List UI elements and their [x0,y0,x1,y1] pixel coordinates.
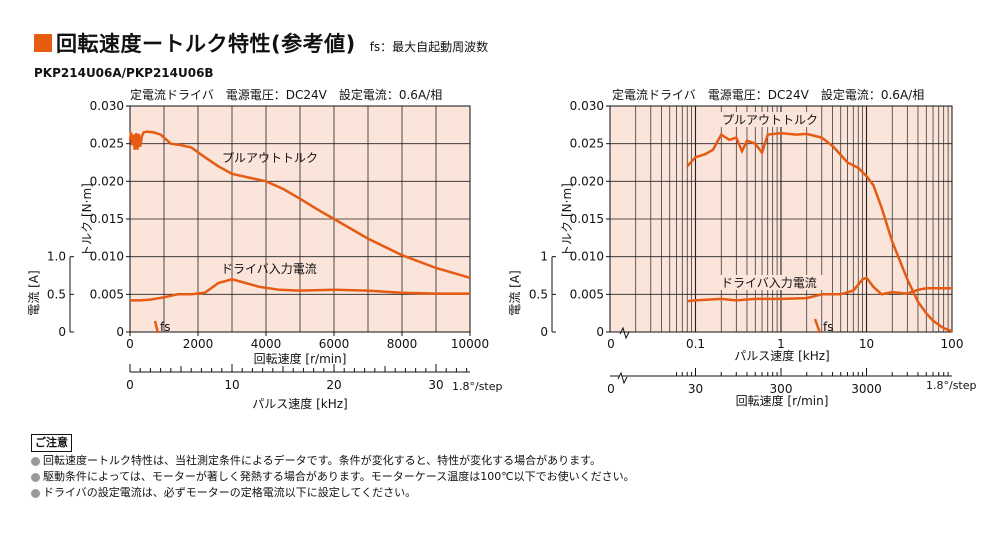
page-header: 回転速度ートルク特性(参考値) fs：最大自起動周波数 [34,28,488,58]
x-tick-label: 10000 [451,337,489,351]
series-label-current-right: ドライバ入力電流 [721,276,817,290]
y-tick-label: 0.020 [570,174,604,188]
x-axis-label-left: 回転速度 [r/min] [254,351,347,366]
page-title: 回転速度ートルク特性(参考値) [56,32,356,56]
notes-heading: ご注意 [31,434,72,452]
axis-break-icon [617,371,628,385]
x-tick-label: 8000 [387,337,418,351]
y-tick-label: 0.030 [570,99,604,113]
y2-tick-label: 0.5 [47,287,66,301]
note-item: 回転速度ートルク特性は、当社測定条件によるデータです。条件が変化すると、特性が変… [31,453,635,469]
y2-tick-label: 0.5 [529,287,548,301]
x2-tick-label: 10 [224,378,239,392]
y2-axis-label-right: 電流 [A] [508,270,522,315]
fs-label-left: fs [160,320,170,334]
fs-label-right: fs [823,320,833,334]
x2-unit-left: 1.8°/step [452,380,503,393]
x-axis-label-right: パルス速度 [kHz] [734,348,829,363]
x2-tick-label: 30 [428,378,443,392]
series-label-bg-torque-right [720,112,816,127]
y-tick-label: 0 [596,325,604,339]
series-label-bg-current-right [719,275,827,290]
bullet-icon [31,488,40,498]
series-pullout-torque-left [128,130,471,280]
ticks-left: 0 2000 4000 6000 8000 1000000.0050.0100.0150.… [47,99,489,392]
series-driver-current-left [130,278,470,302]
x2-tick-label: 0 [126,378,134,392]
x-tick-label: 100 [941,337,964,351]
chart-right: 0.1 1 10 100000.0050.0100.0150.0200.0250.03… [508,87,977,408]
y2-axis-label-left: 電流 [A] [27,270,41,315]
x2-tick-label: 0 [607,382,615,396]
x2-unit-right: 1.8°/step [926,379,977,392]
y-tick-label: 0.005 [90,287,124,301]
note-item: ドライバの設定電流は、必ずモーターの定格電流以下に設定してください。 [31,485,635,501]
notes-section: ご注意 回転速度ートルク特性は、当社測定条件によるデータです。条件が変化すると、… [31,434,635,501]
y-tick-label: 0.005 [570,287,604,301]
grid-right [610,106,952,332]
y-axis-label-left: トルク [N·m] [80,183,94,257]
y-tick-label: 0 [116,325,124,339]
x-tick-label: 2000 [183,337,214,351]
x-tick-label: 4000 [251,337,282,351]
x2-tick-label: 20 [326,378,341,392]
bullet-icon [31,456,40,466]
condition-right: 定電流ドライバ 電源電圧：DC24V 設定電流：0.6A/相 [612,87,924,102]
y-tick-label: 0.030 [90,99,124,113]
model-number: PKP214U06A/PKP214U06B [34,66,214,80]
x-tick-label: 6000 [319,337,350,351]
series-label-torque-left: プルアウトトルク [222,151,318,165]
x-tick-label: 1 [777,337,785,351]
axis-break-icon [619,326,630,340]
y2-tick-label: 1 [540,250,548,264]
y-tick-label: 0.025 [90,137,124,151]
fs-marker-right [813,318,822,334]
x2-tick-label: 300 [770,382,793,396]
y2-tick-label: 0 [58,325,66,339]
x-tick-label: 0 [126,337,134,351]
x-tick-label: 0.1 [686,337,705,351]
x2-tick-label: 30 [688,382,703,396]
x-tick-label: 10 [859,337,874,351]
ticks-right: 0.1 1 10 100000.0050.0100.0150.0200.0250.03… [529,99,964,396]
y-tick-label: 0.010 [90,250,124,264]
y-axis-label-right: トルク [N·m] [560,183,574,257]
series-driver-current-right [687,276,952,303]
bullet-icon [31,472,40,482]
y-tick-label: 0.020 [90,174,124,188]
y2-tick-label: 1.0 [47,250,66,264]
x-tick-label: 0 [607,337,615,351]
series-label-current-left: ドライバ入力電流 [221,262,317,276]
fs-marker-left [153,320,160,334]
y-tick-label: 0.010 [570,250,604,264]
y-tick-label: 0.015 [90,212,124,226]
x2-axis-label-left: パルス速度 [kHz] [252,396,347,411]
accent-square-icon [34,34,52,52]
y-tick-label: 0.025 [570,137,604,151]
y-tick-label: 0.015 [570,212,604,226]
x2-axis-label-right: 回転速度 [r/min] [736,393,829,408]
chart-left: 0 2000 4000 6000 8000 1000000.0050.0100.0150.… [27,87,503,411]
y2-tick-label: 0 [540,325,548,339]
note-item: 駆動条件によっては、モーターが著しく発熱する場合があります。モーターケース温度は… [31,469,635,485]
series-pullout-torque-right [686,131,953,333]
x2-tick-label: 3000 [851,382,882,396]
condition-left: 定電流ドライバ 電源電圧：DC24V 設定電流：0.6A/相 [130,87,442,102]
series-label-torque-right: プルアウトトルク [722,113,818,127]
page-subtitle: fs：最大自起動周波数 [369,39,489,54]
